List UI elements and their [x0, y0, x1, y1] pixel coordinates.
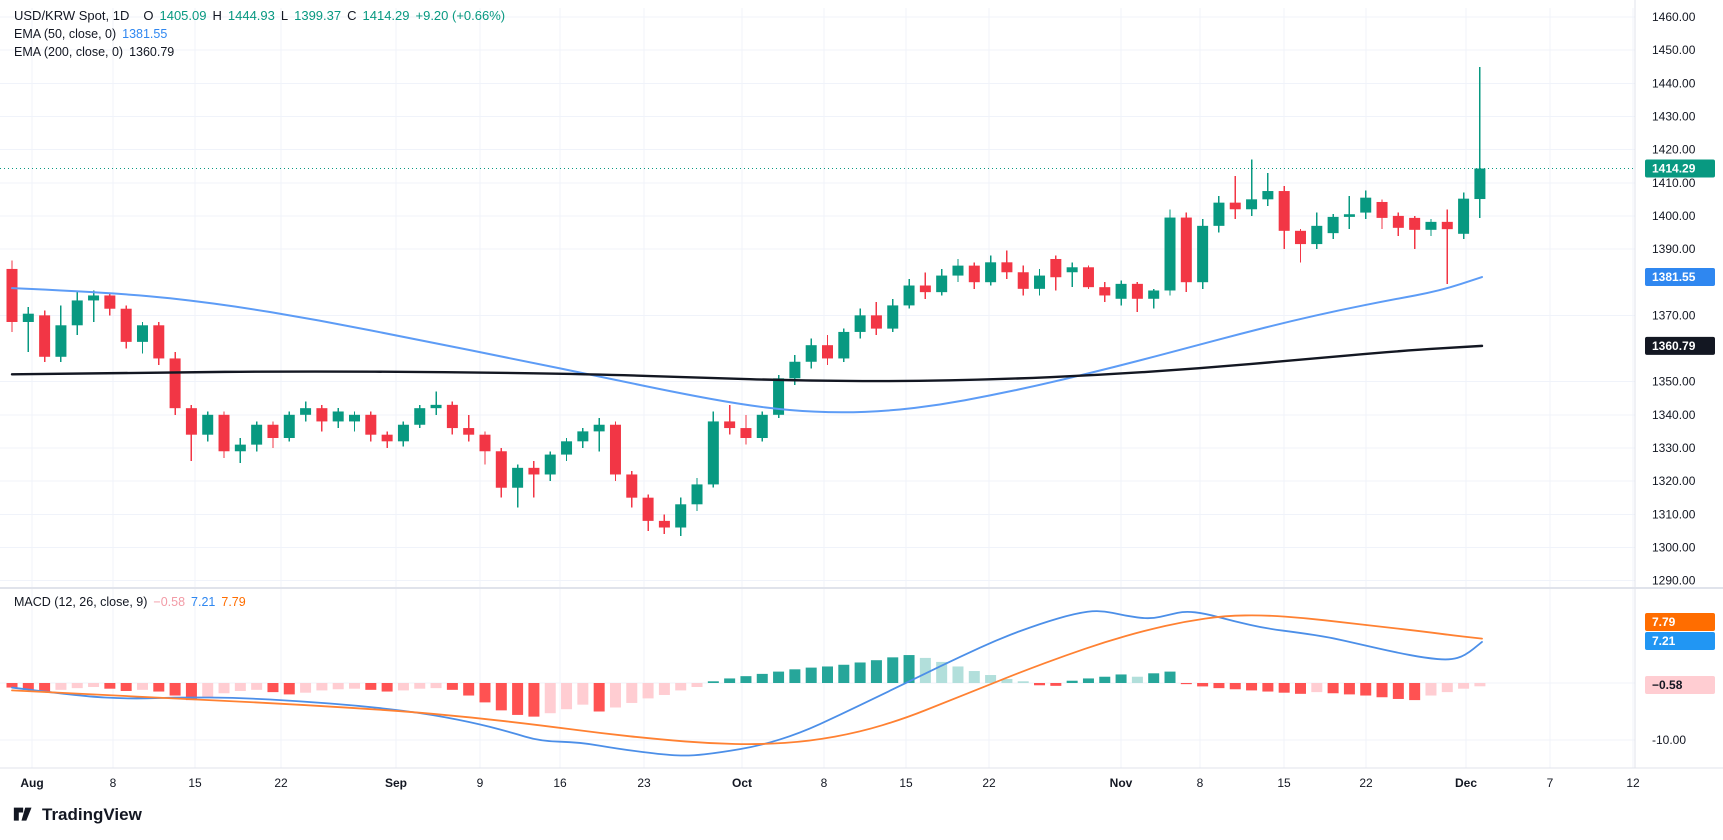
svg-text:1400.00: 1400.00	[1652, 209, 1696, 223]
svg-text:1410.00: 1410.00	[1652, 176, 1696, 190]
symbol-title: USD/KRW Spot, 1D	[14, 8, 130, 23]
svg-text:-10.00: -10.00	[1652, 733, 1686, 747]
svg-text:1350.00: 1350.00	[1652, 375, 1696, 389]
svg-text:22: 22	[274, 776, 288, 790]
ema50-legend-row[interactable]: EMA (50, close, 0) 1381.55	[14, 27, 167, 41]
open-value: 1405.09	[159, 8, 207, 23]
low-label: L	[280, 8, 289, 23]
svg-text:1430.00: 1430.00	[1652, 109, 1696, 123]
close-label: C	[347, 8, 357, 23]
high-value: 1444.93	[227, 8, 275, 23]
svg-text:15: 15	[188, 776, 202, 790]
svg-text:1330.00: 1330.00	[1652, 441, 1696, 455]
svg-text:1290.00: 1290.00	[1652, 574, 1696, 588]
svg-text:1440.00: 1440.00	[1652, 76, 1696, 90]
svg-text:1310.00: 1310.00	[1652, 507, 1696, 521]
svg-text:8: 8	[1197, 776, 1204, 790]
svg-text:7.79: 7.79	[1652, 615, 1676, 629]
svg-text:Sep: Sep	[385, 776, 407, 790]
svg-text:1450.00: 1450.00	[1652, 43, 1696, 57]
ema200-legend-row[interactable]: EMA (200, close, 0) 1360.79	[14, 45, 174, 59]
open-label: O	[143, 8, 154, 23]
macd-signal-value: 7.79	[221, 595, 246, 609]
svg-text:7: 7	[1547, 776, 1554, 790]
ema200-value: 1360.79	[129, 45, 175, 59]
svg-text:1390.00: 1390.00	[1652, 242, 1696, 256]
svg-text:1370.00: 1370.00	[1652, 308, 1696, 322]
tradingview-logo-icon	[12, 803, 36, 827]
svg-text:Nov: Nov	[1110, 776, 1133, 790]
ema50-value: 1381.55	[122, 27, 168, 41]
close-value: 1414.29	[362, 8, 410, 23]
time-axis-labels[interactable]: Aug 8 15 22 Sep 9 16 23 Oct 8 15 22 Nov 8 15 22 Dec 7 12	[20, 776, 1640, 790]
svg-text:15: 15	[1277, 776, 1291, 790]
macd-hist-value: −0.58	[153, 595, 186, 609]
pane-borders	[0, 0, 1723, 769]
ema50-label: EMA (50, close, 0)	[14, 27, 117, 41]
svg-text:15: 15	[899, 776, 913, 790]
svg-text:8: 8	[821, 776, 828, 790]
price-axis-labels[interactable]: 1460.00 1450.00 1440.00 1430.00 1420.00 1410.…	[1652, 10, 1696, 747]
signal-line	[11, 614, 1483, 746]
macd-line-value: 7.21	[191, 595, 216, 609]
ema50-price-label: 1381.55	[1645, 268, 1715, 287]
grid-layer	[0, 8, 1635, 768]
svg-text:8: 8	[110, 776, 117, 790]
svg-text:1460.00: 1460.00	[1652, 10, 1696, 24]
svg-text:22: 22	[982, 776, 996, 790]
close-price-label: 1414.29	[1645, 159, 1715, 178]
macd-value-label: 7.21	[1645, 632, 1715, 650]
svg-text:1360.79: 1360.79	[1652, 339, 1696, 353]
svg-text:1414.29: 1414.29	[1652, 162, 1696, 176]
candles-layer	[6, 66, 1486, 536]
ema200-label: EMA (200, close, 0)	[14, 45, 124, 59]
high-label: H	[212, 8, 222, 23]
svg-text:Aug: Aug	[20, 776, 43, 790]
ema200-price-label: 1360.79	[1645, 336, 1715, 355]
svg-text:1381.55: 1381.55	[1652, 270, 1696, 284]
svg-text:Dec: Dec	[1455, 776, 1477, 790]
svg-text:7.21: 7.21	[1652, 634, 1676, 648]
svg-text:12: 12	[1626, 776, 1640, 790]
ema200-line	[10, 344, 1484, 383]
hist-value-label: −0.58	[1645, 676, 1715, 694]
svg-text:22: 22	[1359, 776, 1373, 790]
signal-value-label: 7.79	[1645, 613, 1715, 631]
svg-text:23: 23	[637, 776, 651, 790]
svg-text:−0.58: −0.58	[1652, 678, 1683, 692]
low-value: 1399.37	[294, 8, 342, 23]
tradingview-logo-text: TradingView	[42, 805, 142, 824]
macd-legend-row[interactable]: MACD (12, 26, close, 9) −0.58 7.21 7.79	[14, 595, 246, 609]
svg-text:9: 9	[477, 776, 484, 790]
svg-text:1300.00: 1300.00	[1652, 540, 1696, 554]
svg-text:1320.00: 1320.00	[1652, 474, 1696, 488]
svg-text:1420.00: 1420.00	[1652, 143, 1696, 157]
ema50-line	[11, 276, 1483, 414]
svg-text:16: 16	[553, 776, 567, 790]
macd-histogram	[6, 655, 1486, 717]
symbol-legend-row[interactable]: USD/KRW Spot, 1D O 1405.09 H 1444.93 L 1399…	[14, 8, 505, 23]
svg-text:Oct: Oct	[732, 776, 752, 790]
change-value: +9.20 (+0.66%)	[415, 8, 506, 23]
tradingview-logo[interactable]: TradingView	[12, 803, 142, 827]
svg-text:1340.00: 1340.00	[1652, 408, 1696, 422]
macd-label: MACD (12, 26, close, 9)	[14, 595, 148, 609]
